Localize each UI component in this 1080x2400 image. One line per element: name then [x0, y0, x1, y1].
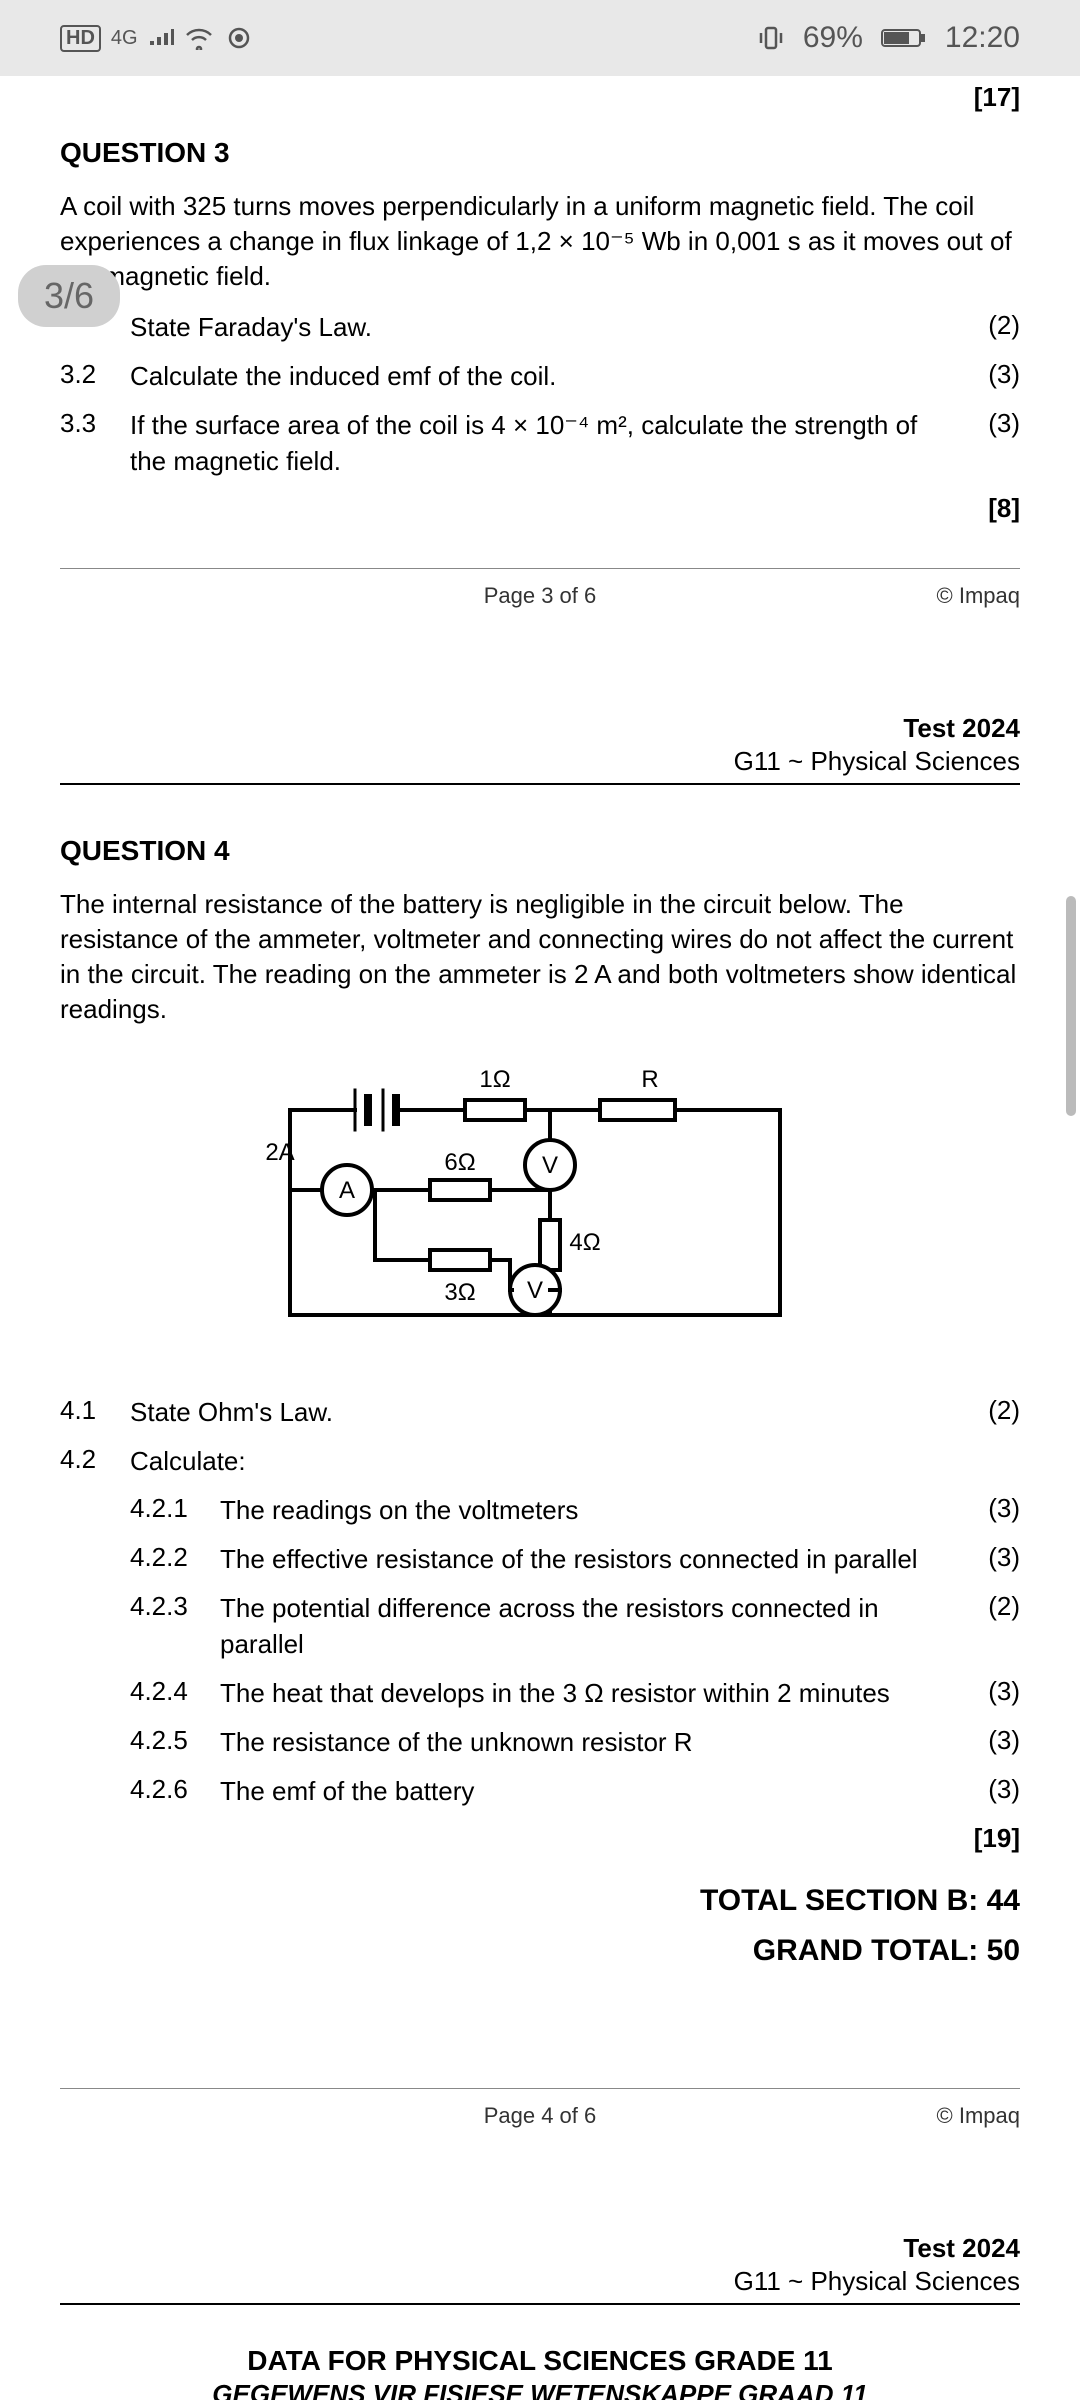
- q4-total: [19]: [60, 1823, 1020, 1854]
- page5-header-sub: G11 ~ Physical Sciences: [60, 2266, 1020, 2297]
- q4-2-5-text: The resistance of the unknown resistor R: [220, 1725, 960, 1760]
- q4-2-6-marks: (3): [960, 1774, 1020, 1805]
- page3-num: Page 3 of 6: [180, 583, 900, 609]
- page4-header-sub: G11 ~ Physical Sciences: [60, 746, 1020, 777]
- page5-header-title: Test 2024: [60, 2233, 1020, 2264]
- q4-1-row: 4.1 State Ohm's Law. (2): [60, 1395, 1020, 1430]
- label-2A: 2A: [265, 1139, 294, 1166]
- q4-2-4-num: 4.2.4: [130, 1676, 220, 1707]
- label-V2: V: [527, 1277, 543, 1304]
- q3-total: [8]: [60, 493, 1020, 524]
- page5-header-line: [60, 2303, 1020, 2305]
- page4-num: Page 4 of 6: [180, 2103, 900, 2129]
- network-label: 4G: [111, 28, 138, 48]
- q4-1-num: 4.1: [60, 1395, 130, 1426]
- page3-copy: © Impaq: [900, 583, 1020, 609]
- q4-2-2-row: 4.2.2 The effective resistance of the re…: [130, 1542, 1020, 1577]
- q4-1-marks: (2): [960, 1395, 1020, 1426]
- q4-2-1-text: The readings on the voltmeters: [220, 1493, 960, 1528]
- status-left: HD 4G: [60, 21, 254, 55]
- q4-2-1-marks: (3): [960, 1493, 1020, 1524]
- q4-2-1-row: 4.2.1 The readings on the voltmeters (3): [130, 1493, 1020, 1528]
- clock: 12:20: [945, 21, 1020, 55]
- q4-intro: The internal resistance of the battery i…: [60, 887, 1020, 1027]
- page5-header: Test 2024 G11 ~ Physical Sciences: [60, 2233, 1020, 2297]
- grand-total: GRAND TOTAL: 50: [60, 1934, 1020, 1968]
- q3-2-num: 3.2: [60, 359, 130, 390]
- label-R: R: [641, 1066, 658, 1093]
- prev-question-total: [17]: [60, 82, 1020, 113]
- battery-icon: [881, 26, 927, 50]
- q3-title: QUESTION 3: [60, 137, 1020, 169]
- page-indicator-pill: 3/6: [18, 265, 120, 327]
- page3-footer-line: [60, 568, 1020, 569]
- q4-2-5-marks: (3): [960, 1725, 1020, 1756]
- page4-header-line: [60, 783, 1020, 785]
- status-right: 69% 12:20: [757, 21, 1020, 55]
- label-4ohm: 4Ω: [569, 1229, 600, 1256]
- label-3ohm: 3Ω: [444, 1279, 475, 1306]
- q3-3-row: 3.3 If the surface area of the coil is 4…: [60, 408, 1020, 478]
- page4-header-title: Test 2024: [60, 713, 1020, 744]
- wifi-icon: [184, 26, 214, 50]
- circuit-diagram: 1Ω R 2A A 6Ω V 4Ω 3Ω V: [230, 1055, 850, 1365]
- q4-1-text: State Ohm's Law.: [130, 1395, 960, 1430]
- document-viewport[interactable]: 3/6 [17] QUESTION 3 A coil with 325 turn…: [0, 76, 1080, 2400]
- q3-1-marks: (2): [960, 310, 1020, 341]
- datasheet-subtitle: GEGEWENS VIR FISIESE WETENSKAPPE GRAAD 1…: [60, 2379, 1020, 2400]
- q4-2-text: Calculate:: [130, 1444, 960, 1479]
- q4-2-3-marks: (2): [960, 1591, 1020, 1622]
- page4-footer: Page 4 of 6 © Impaq: [60, 2103, 1020, 2129]
- status-bar: HD 4G 69% 12:20: [0, 0, 1080, 76]
- q4-2-6-row: 4.2.6 The emf of the battery (3): [130, 1774, 1020, 1809]
- q3-3-text: If the surface area of the coil is 4 × 1…: [130, 408, 960, 478]
- q4-2-3-row: 4.2.3 The potential difference across th…: [130, 1591, 1020, 1661]
- q4-2-3-num: 4.2.3: [130, 1591, 220, 1622]
- q3-2-row: 3.2 Calculate the induced emf of the coi…: [60, 359, 1020, 394]
- q4-2-2-marks: (3): [960, 1542, 1020, 1573]
- hd-icon: HD: [60, 25, 101, 52]
- page3-footer: Page 3 of 6 © Impaq: [60, 583, 1020, 609]
- vibrate-icon: [757, 24, 785, 52]
- page4-footer-line: [60, 2088, 1020, 2089]
- q3-3-num: 3.3: [60, 408, 130, 439]
- q4-2-4-text: The heat that develops in the 3 Ω resist…: [220, 1676, 960, 1711]
- q4-2-num: 4.2: [60, 1444, 130, 1475]
- q3-intro: A coil with 325 turns moves perpendicula…: [60, 189, 1020, 294]
- label-1ohm: 1Ω: [479, 1066, 510, 1093]
- camera-icon: [224, 26, 254, 50]
- q4-sublist: 4.2.1 The readings on the voltmeters (3)…: [130, 1493, 1020, 1809]
- signal-icon: [148, 21, 174, 55]
- q4-2-3-text: The potential difference across the resi…: [220, 1591, 960, 1661]
- page-3-bottom: [17] QUESTION 3 A coil with 325 turns mo…: [0, 82, 1080, 2400]
- label-6ohm: 6Ω: [444, 1149, 475, 1176]
- q4-2-5-row: 4.2.5 The resistance of the unknown resi…: [130, 1725, 1020, 1760]
- q4-2-6-num: 4.2.6: [130, 1774, 220, 1805]
- section-b-total: TOTAL SECTION B: 44: [60, 1884, 1020, 1918]
- battery-percent: 69%: [803, 21, 863, 55]
- q3-1-text: State Faraday's Law.: [130, 310, 960, 345]
- q3-1-row: State Faraday's Law. (2): [60, 310, 1020, 345]
- q4-2-row: 4.2 Calculate:: [60, 1444, 1020, 1479]
- q4-2-2-text: The effective resistance of the resistor…: [220, 1542, 960, 1577]
- q4-2-1-num: 4.2.1: [130, 1493, 220, 1524]
- q3-2-marks: (3): [960, 359, 1020, 390]
- q4-2-6-text: The emf of the battery: [220, 1774, 960, 1809]
- q3-2-text: Calculate the induced emf of the coil.: [130, 359, 960, 394]
- label-V1: V: [542, 1152, 558, 1179]
- scroll-indicator[interactable]: [1066, 896, 1076, 1116]
- label-A: A: [339, 1177, 355, 1204]
- q4-title: QUESTION 4: [60, 835, 1020, 867]
- q4-2-4-marks: (3): [960, 1676, 1020, 1707]
- datasheet-title: DATA FOR PHYSICAL SCIENCES GRADE 11: [60, 2345, 1020, 2377]
- page4-header: Test 2024 G11 ~ Physical Sciences: [60, 713, 1020, 777]
- q4-2-5-num: 4.2.5: [130, 1725, 220, 1756]
- q3-3-marks: (3): [960, 408, 1020, 439]
- section-totals: TOTAL SECTION B: 44 GRAND TOTAL: 50: [60, 1884, 1020, 1968]
- page4-copy: © Impaq: [900, 2103, 1020, 2129]
- q4-2-2-num: 4.2.2: [130, 1542, 220, 1573]
- q4-2-4-row: 4.2.4 The heat that develops in the 3 Ω …: [130, 1676, 1020, 1711]
